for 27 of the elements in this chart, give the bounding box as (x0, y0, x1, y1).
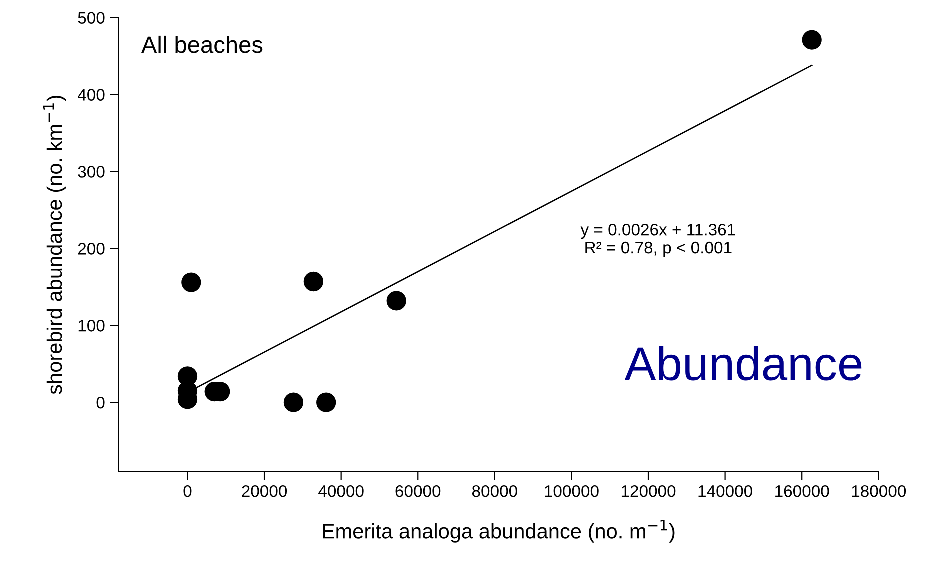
point (304, 272, 324, 292)
point (284, 392, 304, 412)
y-tick-label: 0 (96, 396, 105, 409)
point (802, 30, 822, 50)
y-tick-label: 500 (78, 12, 105, 24)
point (386, 291, 406, 311)
y-tick-label: 400 (78, 89, 105, 101)
point (182, 272, 202, 292)
y-tick-label: 200 (78, 243, 105, 255)
x-tick-label: 100000 (545, 485, 599, 498)
y-tick-label: 300 (78, 166, 105, 178)
y-axis-title: shorebird abundance (no. km$^{−1}$) (43, 96, 66, 394)
x-tick-label: 180000 (852, 485, 906, 498)
x-tick-label: 60000 (396, 485, 441, 498)
x-tick-label: 20000 (242, 485, 288, 498)
annotation: y = 0.0026x + 11.361 R² = 0.78, p < 0.001 (580, 224, 736, 258)
x-tick-label: 80000 (472, 485, 518, 498)
annotation: All beaches (141, 36, 263, 54)
point (316, 392, 336, 412)
y-tick-label: 100 (78, 320, 105, 332)
x-tick-label: 120000 (622, 485, 676, 498)
annotation: Abundance (624, 346, 862, 381)
x-tick-label: 160000 (776, 485, 830, 498)
x-tick-label: 140000 (698, 485, 752, 498)
x-axis-title: Emerita analoga abundance (no. m$^{−1}$) (323, 520, 675, 543)
x-tick-label: 40000 (318, 485, 364, 498)
x-tick-label: 0 (184, 485, 192, 498)
